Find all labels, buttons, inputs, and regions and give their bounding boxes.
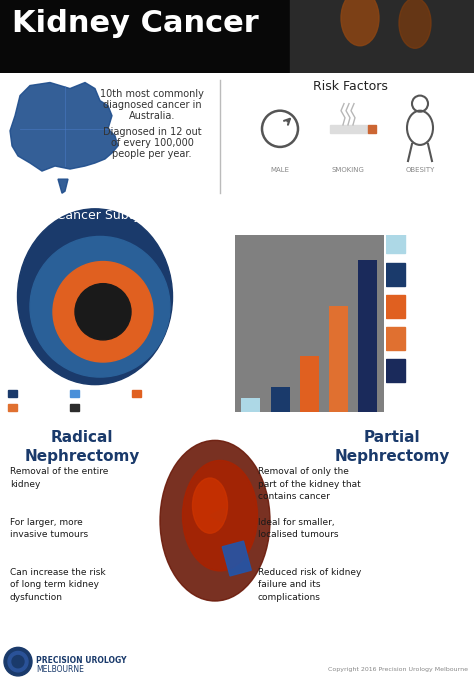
Circle shape [4, 647, 32, 676]
Text: MELBOURNE: MELBOURNE [36, 665, 84, 674]
Text: Kidney Cancer Subtypes: Kidney Cancer Subtypes [10, 209, 163, 222]
Text: > 7 to 10 cm: > 7 to 10 cm [408, 334, 457, 343]
Text: Radical
Nephrectomy: Radical Nephrectomy [24, 430, 140, 464]
Ellipse shape [160, 441, 270, 601]
Text: Reduced risk of kidney
failure and its
complications: Reduced risk of kidney failure and its c… [258, 568, 361, 602]
Bar [300, 356, 319, 412]
Text: people per year.: people per year. [112, 149, 192, 159]
Circle shape [75, 284, 131, 340]
Ellipse shape [399, 0, 431, 48]
Bar [8, 404, 17, 411]
Bar [386, 231, 405, 254]
Bar [271, 388, 290, 412]
Bar [368, 124, 376, 133]
Text: SMOKING: SMOKING [331, 167, 365, 173]
Text: Oncocytoma: Oncocytoma [19, 405, 63, 411]
Text: Ideal for smaller,
localised tumours: Ideal for smaller, localised tumours [258, 517, 338, 539]
Text: 10th most commonly: 10th most commonly [100, 88, 204, 99]
Bar [70, 404, 79, 411]
Text: Risk Factors: Risk Factors [312, 80, 387, 93]
Bar [8, 390, 17, 397]
Polygon shape [10, 82, 118, 171]
Ellipse shape [192, 478, 228, 533]
X-axis label: Tumour size: Tumour size [284, 413, 335, 422]
Polygon shape [58, 179, 68, 193]
Text: Other: Other [81, 405, 101, 411]
Y-axis label: % risk: % risk [211, 311, 220, 337]
Text: < 3 cm: < 3 cm [408, 238, 435, 247]
Bar [132, 390, 141, 397]
Bar [222, 541, 251, 576]
Text: of every 100,000: of every 100,000 [110, 138, 193, 148]
Circle shape [8, 651, 28, 672]
Text: Partial
Nephrectomy: Partial Nephrectomy [334, 430, 450, 464]
Text: PRECISION UROLOGY: PRECISION UROLOGY [36, 656, 127, 664]
Bar [330, 124, 368, 133]
Bar [386, 359, 405, 381]
Text: Papillary: Papillary [81, 391, 110, 397]
Ellipse shape [18, 209, 173, 385]
Bar [70, 390, 79, 397]
Text: Copyright 2016 Precision Urology Melbourne: Copyright 2016 Precision Urology Melbour… [328, 667, 468, 673]
Text: For larger, more
invasive tumours: For larger, more invasive tumours [10, 517, 88, 539]
Circle shape [53, 262, 153, 362]
Circle shape [12, 656, 24, 668]
Text: > 3 to 4 cm: > 3 to 4 cm [408, 270, 453, 279]
Ellipse shape [341, 0, 379, 46]
Bar [329, 306, 348, 412]
Text: Can increase the risk
of long term kidney
dysfunction: Can increase the risk of long term kidne… [10, 568, 106, 602]
Text: OBESITY: OBESITY [405, 167, 435, 173]
Text: > 4 to 7 cm: > 4 to 7 cm [408, 302, 453, 311]
Text: Chromophobe: Chromophobe [143, 391, 192, 397]
Bar [358, 260, 377, 412]
Text: Risk of spread to other organs: Risk of spread to other organs [240, 209, 429, 222]
Bar [0, 0, 290, 73]
Bar [386, 327, 405, 350]
Bar [241, 398, 260, 412]
Circle shape [30, 237, 170, 377]
Bar [386, 295, 405, 318]
Text: Clear Cell: Clear Cell [19, 391, 52, 397]
Text: Kidney Cancer: Kidney Cancer [12, 9, 259, 37]
Text: > 10 cm: > 10 cm [408, 366, 440, 375]
Bar [290, 0, 474, 73]
Bar [386, 263, 405, 286]
Text: diagnosed cancer in: diagnosed cancer in [103, 99, 201, 109]
Text: Removal of the entire
kidney: Removal of the entire kidney [10, 467, 109, 489]
Text: MALE: MALE [271, 167, 290, 173]
Text: Australia.: Australia. [129, 111, 175, 120]
Text: Diagnosed in 12 out: Diagnosed in 12 out [103, 126, 201, 137]
Text: Removal of only the
part of the kidney that
contains cancer: Removal of only the part of the kidney t… [258, 467, 361, 501]
Ellipse shape [182, 460, 257, 571]
